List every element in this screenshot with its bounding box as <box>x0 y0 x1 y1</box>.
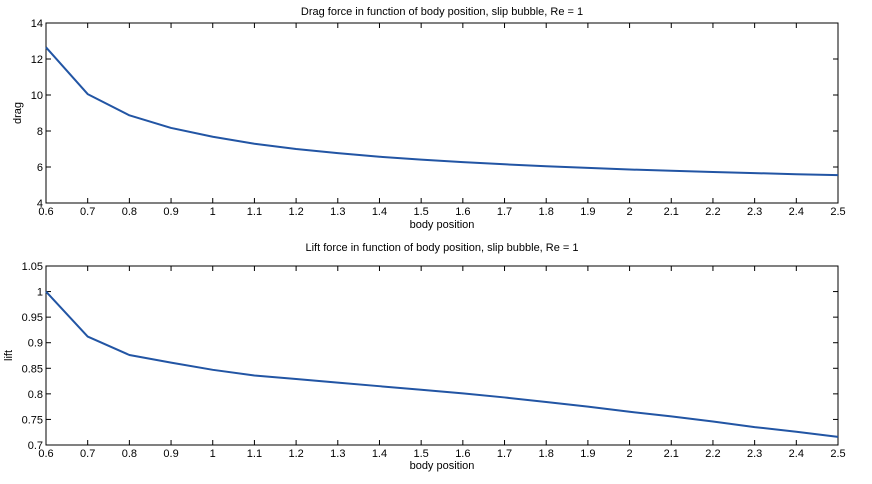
y-tick-label: 12 <box>31 54 43 66</box>
x-tick-label: 2 <box>627 448 633 460</box>
plot-area-frame <box>45 265 839 446</box>
x-tick-label: 2.1 <box>664 448 679 460</box>
x-tick-label: 2.2 <box>705 206 720 218</box>
x-tick-label: 1.4 <box>372 206 387 218</box>
y-tick-label: 0.95 <box>22 312 43 324</box>
y-tick-label: 0.75 <box>22 414 43 426</box>
y-axis-label: drag <box>12 102 24 124</box>
y-tick-label: 0.85 <box>22 363 43 375</box>
x-tick-label: 0.7 <box>80 206 95 218</box>
series-line <box>45 46 839 177</box>
x-tick-label: 1 <box>210 206 216 218</box>
x-tick-label: 1 <box>210 448 216 460</box>
y-tick-label: 1.05 <box>22 261 43 273</box>
y-tick-label: 0.8 <box>28 389 43 401</box>
x-tick-label: 2.3 <box>747 448 762 460</box>
x-tick-label: 1.3 <box>330 448 345 460</box>
x-tick-label: 1.7 <box>497 448 512 460</box>
x-tick-label: 1.1 <box>247 448 262 460</box>
y-axis-label: lift <box>3 350 15 361</box>
x-tick-label: 0.6 <box>38 206 53 218</box>
x-tick-label: 1.6 <box>455 206 470 218</box>
chart-2: Lift force in function of body position,… <box>3 242 846 472</box>
chart-1: Drag force in function of body position,… <box>12 6 846 231</box>
x-tick-label: 2.3 <box>747 206 762 218</box>
x-tick-label: 1.6 <box>455 448 470 460</box>
x-tick-label: 1.5 <box>414 448 429 460</box>
chart-title: Drag force in function of body position,… <box>301 6 583 18</box>
x-tick-label: 0.8 <box>122 448 137 460</box>
y-tick-label: 0.7 <box>28 440 43 452</box>
x-tick-label: 1.2 <box>288 448 303 460</box>
y-tick-label: 1 <box>37 287 43 299</box>
x-axis-label: body position <box>410 219 475 231</box>
x-tick-label: 0.9 <box>163 206 178 218</box>
y-tick-label: 6 <box>37 162 43 174</box>
x-tick-label: 1.5 <box>414 206 429 218</box>
y-tick-label: 8 <box>37 126 43 138</box>
plot-area-frame <box>45 22 839 204</box>
x-tick-label: 2.4 <box>789 206 804 218</box>
x-tick-label: 2.4 <box>789 448 804 460</box>
y-tick-label: 0.9 <box>28 338 43 350</box>
x-tick-label: 1.8 <box>539 448 554 460</box>
x-tick-label: 1.7 <box>497 206 512 218</box>
y-tick-label: 4 <box>37 198 43 210</box>
x-axis-label: body position <box>410 460 475 472</box>
x-tick-label: 1.3 <box>330 206 345 218</box>
x-tick-label: 2.5 <box>830 448 845 460</box>
x-tick-label: 1.2 <box>288 206 303 218</box>
x-tick-label: 2.1 <box>664 206 679 218</box>
x-tick-label: 1.1 <box>247 206 262 218</box>
chart-title: Lift force in function of body position,… <box>305 242 578 254</box>
x-tick-label: 0.9 <box>163 448 178 460</box>
x-tick-label: 1.9 <box>580 448 595 460</box>
y-tick-label: 14 <box>31 18 43 30</box>
y-tick-label: 10 <box>31 90 43 102</box>
x-tick-label: 0.8 <box>122 206 137 218</box>
series-line <box>45 290 839 438</box>
x-tick-label: 0.7 <box>80 448 95 460</box>
x-tick-label: 1.4 <box>372 448 387 460</box>
x-tick-label: 2.2 <box>705 448 720 460</box>
x-tick-label: 1.8 <box>539 206 554 218</box>
x-tick-label: 2.5 <box>830 206 845 218</box>
x-tick-label: 2 <box>627 206 633 218</box>
x-tick-label: 1.9 <box>580 206 595 218</box>
x-tick-label: 0.6 <box>38 448 53 460</box>
